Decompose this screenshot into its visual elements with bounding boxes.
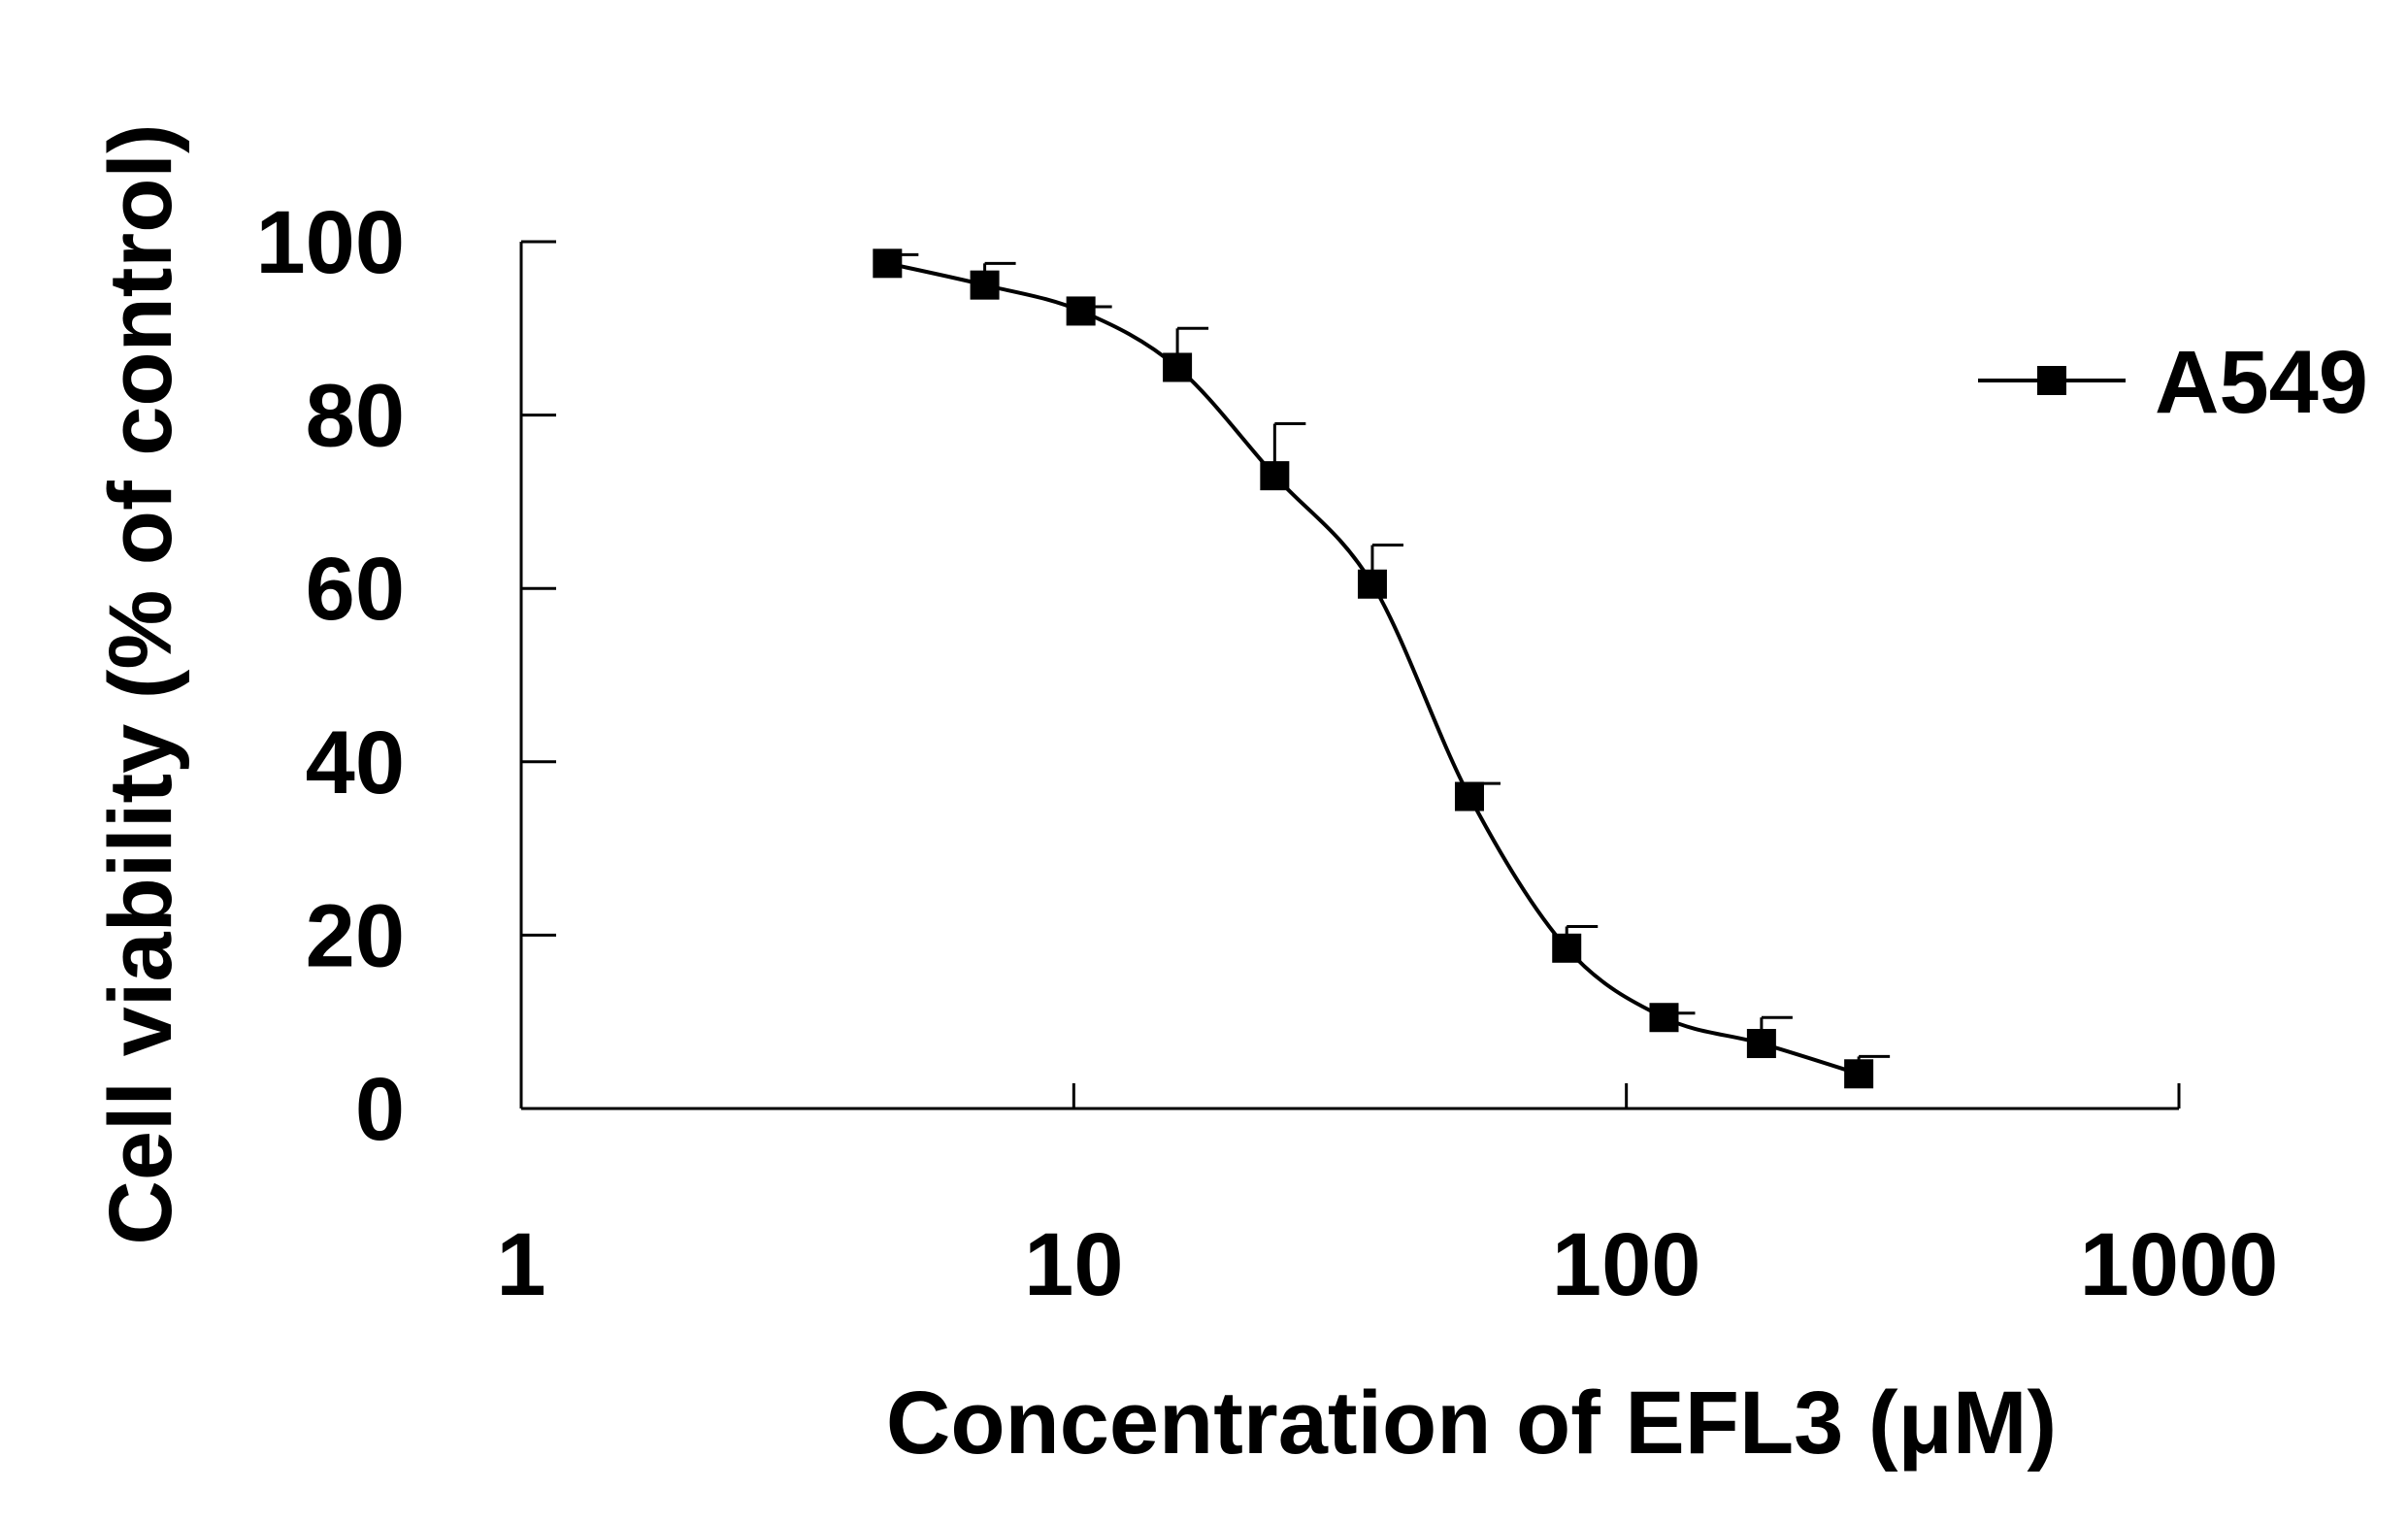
y-tick-label: 0 — [355, 1060, 405, 1159]
x-tick-label: 100 — [1552, 1215, 1701, 1314]
data-point — [1066, 296, 1096, 326]
x-axis-title: Concentration of EFL3 (μM) — [886, 1374, 2057, 1473]
y-tick-label: 100 — [256, 193, 406, 292]
legend-marker — [2037, 366, 2066, 395]
data-point — [1260, 461, 1290, 491]
data-point — [1746, 1029, 1776, 1059]
y-tick-label: 80 — [306, 367, 405, 466]
y-tick-label: 20 — [306, 886, 405, 985]
axes — [519, 242, 2179, 1110]
data-point — [1163, 352, 1193, 382]
series — [873, 248, 1891, 1089]
x-tick-label: 10 — [1024, 1215, 1123, 1314]
legend-label: A549 — [2155, 333, 2368, 432]
data-point — [1454, 781, 1484, 811]
ticks: 0 20 40 60 80 100 1 10 100 1000 — [256, 193, 2279, 1314]
y-tick-label: 60 — [306, 540, 405, 639]
data-point — [1357, 569, 1387, 599]
data-point — [1844, 1059, 1874, 1089]
data-point — [1649, 1003, 1679, 1033]
data-point — [873, 248, 903, 279]
x-tick-label: 1000 — [2080, 1215, 2279, 1314]
y-axis-title: Cell viability (% of control) — [91, 123, 190, 1244]
legend: A549 — [1978, 333, 2368, 432]
data-point — [1552, 933, 1582, 963]
x-tick-label: 1 — [496, 1215, 545, 1314]
y-tick-label: 40 — [306, 713, 405, 812]
series-line-a549 — [886, 261, 1860, 1076]
data-point — [970, 270, 1000, 300]
